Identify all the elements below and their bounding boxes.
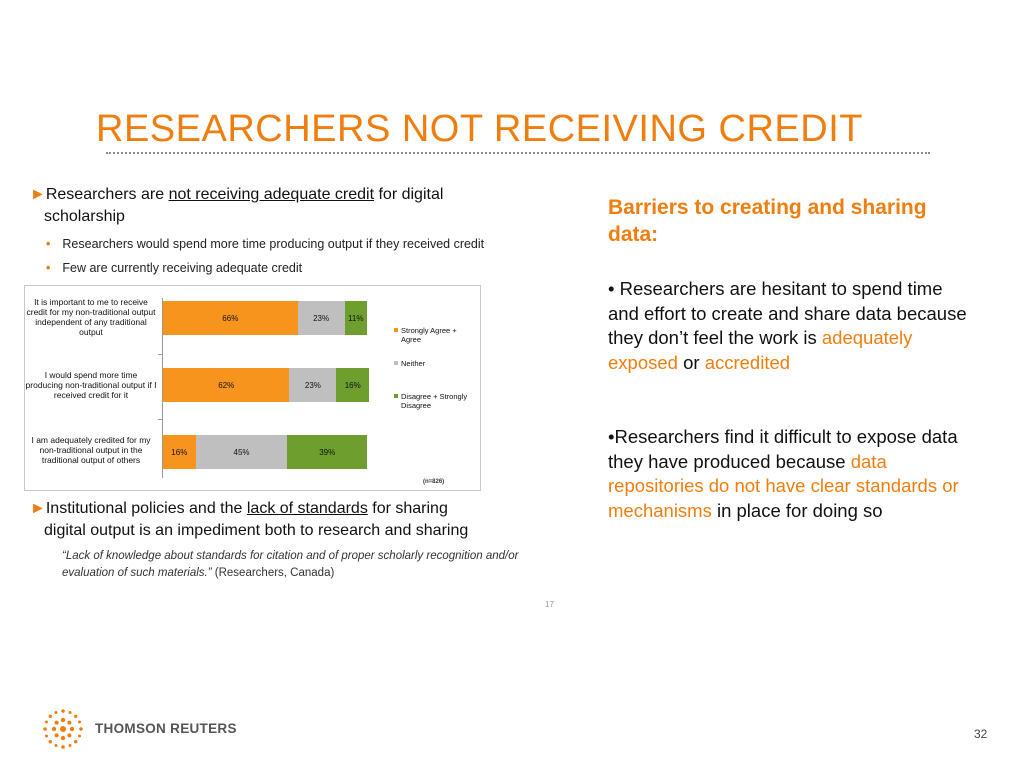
legend-swatch — [394, 328, 398, 332]
axis-tick — [158, 419, 162, 420]
data-label: 23% — [304, 380, 321, 390]
bullet-credit: ►Researchers are not receiving adequate … — [30, 184, 530, 228]
highlight-text: accredited — [704, 351, 791, 373]
bullet-text-underlined: not receiving adequate credit — [168, 186, 375, 203]
sub-bullet: • Few are currently receiving adequate cr… — [46, 261, 302, 275]
bullet-text-pre: Researchers are — [45, 186, 169, 203]
dot-bullet-icon: • — [46, 237, 51, 251]
legend-item-disagree: Disagree + Strongly Disagree — [394, 392, 471, 410]
sub-bullet-text: Researchers would spend more time produc… — [62, 237, 485, 251]
paragraph-text: •Researchers find it difficult to expose… — [608, 426, 958, 472]
slide-title: RESEARCHERS NOT RECEIVING CREDIT — [96, 108, 863, 150]
bullet-text-line2: digital output is an impediment both to … — [44, 522, 469, 539]
legend-item-neither: Neither — [394, 359, 471, 368]
bar-segment-disagree: 11% — [344, 301, 367, 335]
legend-item-agree: Strongly Agree + Agree — [394, 326, 471, 344]
bar-segment-neither: 45% — [195, 435, 288, 469]
arrow-bullet-icon: ► — [30, 186, 46, 203]
quote-text: “Lack of knowledge about standards for c… — [62, 550, 519, 579]
credit-survey-chart: It is important to me to receive credit … — [24, 285, 481, 491]
data-label: 16% — [344, 380, 361, 390]
category-axis — [162, 298, 163, 478]
arrow-bullet-icon: ► — [30, 500, 46, 517]
data-label: 39% — [319, 447, 336, 457]
category-label: It is important to me to receive credit … — [26, 297, 156, 337]
paragraph-text: in place for doing so — [711, 499, 883, 521]
legend-label: Neither — [401, 359, 426, 368]
barrier-paragraph-2: •Researchers find it difficult to expose… — [608, 425, 978, 523]
bar-segment-agree: 66% — [163, 301, 298, 335]
data-label: 62% — [218, 380, 235, 390]
bar-segment-disagree: 39% — [287, 435, 367, 469]
thomson-reuters-logo-icon — [43, 709, 83, 749]
bullet-text-underlined: lack of standards — [246, 500, 368, 517]
category-label: I would spend more time producing non-tr… — [25, 370, 157, 400]
bar-segment-agree: 62% — [163, 368, 290, 402]
dot-bullet-icon: • — [46, 261, 51, 275]
barriers-heading: Barriers to creating and sharing data: — [608, 196, 927, 246]
data-label: 23% — [313, 313, 330, 323]
bar-segment-neither: 23% — [289, 368, 337, 402]
paragraph-text: or — [677, 351, 705, 373]
legend-swatch — [394, 361, 398, 365]
researcher-quote: “Lack of knowledge about standards for c… — [62, 548, 542, 582]
page-number: 32 — [974, 727, 988, 741]
bullet-text-line2: scholarship — [44, 208, 125, 225]
data-label: 66% — [222, 313, 239, 323]
data-label: 16% — [171, 447, 188, 457]
bar-segment-agree: 16% — [163, 435, 196, 469]
bar-segment-disagree: 16% — [336, 368, 370, 402]
highlight-text: adequately exposed — [608, 327, 913, 373]
quote-source: (Researchers, Canada) — [211, 567, 335, 579]
bullet-text-post: for digital — [374, 186, 444, 203]
bullet-text-post: for sharing — [367, 500, 448, 517]
barrier-paragraph-1: • Researchers are hesitant to spend time… — [608, 277, 978, 375]
bullet-standards: ►Institutional policies and the lack of … — [30, 498, 540, 542]
bar-segment-neither: 23% — [297, 301, 345, 335]
data-label: 45% — [233, 447, 250, 457]
title-divider — [106, 152, 930, 154]
legend-label: Disagree + Strongly Disagree — [401, 392, 468, 410]
sample-size-note: (n=826) — [423, 479, 445, 485]
sub-bullet-text: Few are currently receiving adequate cre… — [62, 261, 303, 275]
inner-page-number: 17 — [545, 600, 554, 609]
legend-label: Strongly Agree + Agree — [401, 326, 457, 344]
bullet-text-pre: Institutional policies and the — [45, 500, 247, 517]
data-label: 11% — [348, 313, 364, 323]
legend-swatch — [394, 394, 398, 398]
sub-bullet: • Researchers would spend more time produ… — [46, 237, 484, 251]
axis-tick — [158, 354, 162, 355]
paragraph-text: • Researchers are hesitant to spend time… — [608, 278, 967, 348]
highlight-text: data repositories do not have clear stan… — [608, 450, 959, 521]
brand-name: THOMSON REUTERS — [95, 721, 237, 736]
category-label: I am adequately credited for my non-trad… — [31, 435, 151, 465]
